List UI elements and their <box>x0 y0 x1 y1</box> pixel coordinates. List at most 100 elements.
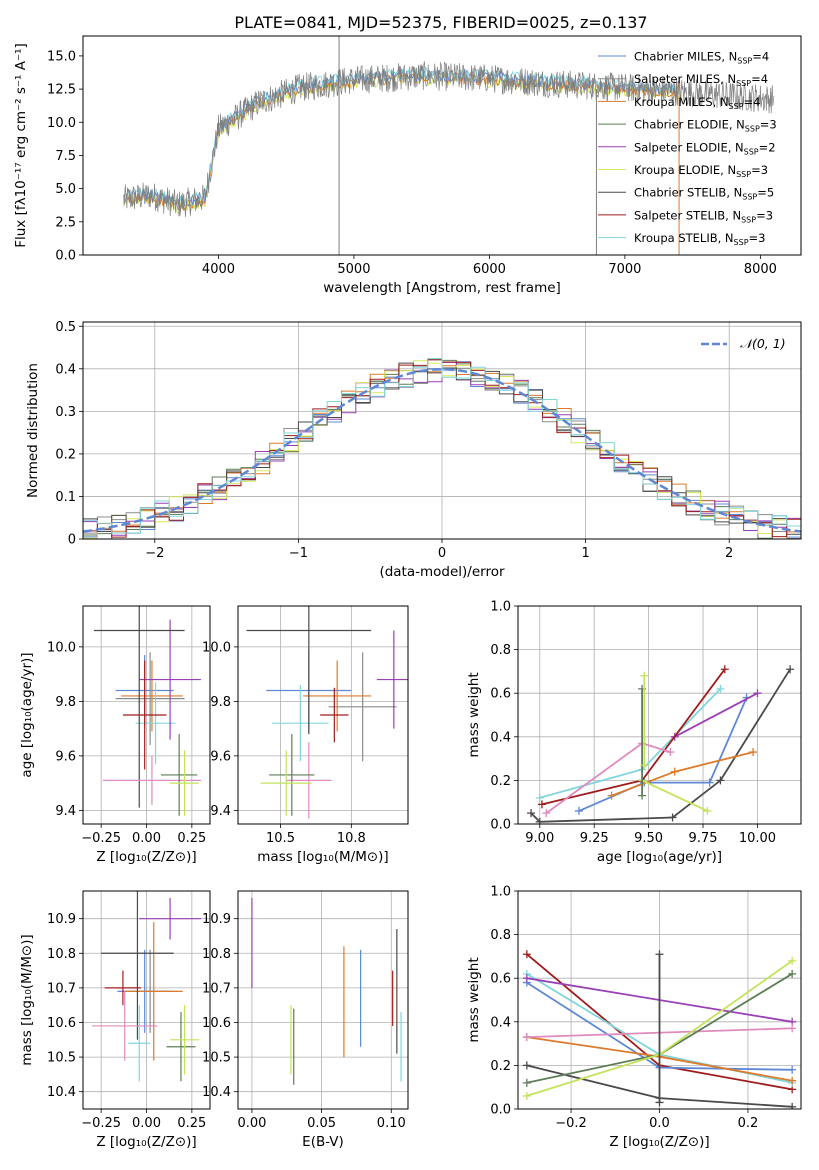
mass-weight-marker <box>522 974 531 983</box>
y-tick-label: 5.0 <box>55 182 76 197</box>
y-tick-label: 10.5 <box>202 1051 231 1066</box>
mass-weight-line <box>539 688 722 799</box>
plot-area-age_vs_Z <box>83 606 210 824</box>
legend-label: Salpeter ELODIE, NSSP=2 <box>634 140 776 156</box>
mass-weight-marker <box>720 665 729 674</box>
y-tick-label: 2.5 <box>55 215 76 230</box>
y-tick-label: 0.8 <box>490 643 511 658</box>
x-tick-label: 0.00 <box>132 831 161 846</box>
y-axis-label: Normed distribution <box>25 363 41 498</box>
legend-label: Chabrier STELIB, NSSP=5 <box>634 186 774 202</box>
figure-title: PLATE=0841, MJD=52375, FIBERID=0025, z=0… <box>234 13 647 32</box>
legend-label: Chabrier ELODIE, NSSP=3 <box>634 118 777 134</box>
y-axis-label: Flux [fλ10⁻¹⁷ erg cm⁻² s⁻¹ A⁻¹] <box>13 43 29 248</box>
mass-weight-marker <box>638 791 647 800</box>
plot-area-residuals <box>83 322 801 539</box>
y-tick-label: 1.0 <box>490 600 511 615</box>
y-tick-label: 9.4 <box>55 804 76 819</box>
mass-weight-marker <box>535 817 544 824</box>
y-tick-label: 0.2 <box>490 1059 511 1074</box>
mass-weight-marker <box>788 1065 797 1074</box>
y-tick-label: 9.8 <box>55 695 76 710</box>
mass-weight-marker <box>522 1091 531 1100</box>
y-tick-label: 0.4 <box>490 730 511 745</box>
plot-area-mw_vs_age <box>518 606 801 824</box>
y-tick-label: 9.4 <box>210 804 231 819</box>
x-tick-label: 0.10 <box>377 1116 406 1131</box>
y-tick-label: 10.8 <box>47 947 76 962</box>
y-tick-label: 12.5 <box>47 83 76 98</box>
x-tick-label: 9.00 <box>525 831 554 846</box>
x-tick-label: 0 <box>438 546 446 561</box>
x-tick-label: 0.00 <box>132 1116 161 1131</box>
y-axis-label: mass [log₁₀(M/M⊙)] <box>19 934 35 1065</box>
mass-weight-marker <box>537 800 546 809</box>
x-tick-label: 0.00 <box>237 1116 266 1131</box>
legend-label: Salpeter MILES, NSSP=4 <box>634 72 768 88</box>
x-tick-label: 10.00 <box>739 831 776 846</box>
plot-area-mass_vs_ebv <box>238 891 408 1109</box>
axes-age_vs_Z: −0.25 0.00 0.25 9.4 9.6 9.8 10.0 Z [log₁₀(Z/Z⊙)… <box>19 605 211 865</box>
mass-weight-marker <box>522 1061 531 1070</box>
axes-spectrum: 4000 5000 6000 7000 8000 0.0 2.5 5.0 7.5 10.0 12.5… <box>13 35 802 296</box>
x-tick-label: 9.75 <box>689 831 718 846</box>
mass-weight-marker <box>655 1098 664 1107</box>
x-axis-label: age [log₁₀(age/yr)] <box>597 849 722 865</box>
y-tick-label: 0.2 <box>490 774 511 789</box>
y-tick-label: 10.0 <box>202 640 231 655</box>
y-tick-label: 0.6 <box>490 972 511 987</box>
y-tick-label: 9.8 <box>210 695 231 710</box>
y-tick-label: 10.4 <box>47 1085 76 1100</box>
gaussian-curve <box>83 368 801 533</box>
legend-label: Chabrier MILES, NSSP=4 <box>634 50 769 66</box>
axes-frame <box>82 605 211 825</box>
axes-frame <box>237 890 409 1110</box>
x-tick-label: −1 <box>289 546 308 561</box>
y-tick-label: 10.0 <box>47 640 76 655</box>
axes-frame <box>517 890 802 1110</box>
mass-weight-marker <box>788 969 797 978</box>
y-tick-label: 0.6 <box>490 687 511 702</box>
x-axis-label: (data-model)/error <box>379 564 505 580</box>
plot-area-age_vs_mass <box>238 606 408 824</box>
mass-weight-marker <box>788 1102 797 1109</box>
y-axis-label: mass weight <box>466 957 482 1042</box>
x-tick-label: 0.0 <box>649 1116 670 1131</box>
y-tick-label: 9.6 <box>210 749 231 764</box>
x-tick-label: 7000 <box>608 262 641 277</box>
plot-area-mw_vs_Z <box>518 891 801 1109</box>
mass-weight-marker <box>522 1033 531 1042</box>
y-tick-label: 15.0 <box>47 49 76 64</box>
plot-area-spectrum <box>123 36 775 255</box>
axes-frame <box>82 321 802 540</box>
y-tick-label: 0 <box>68 533 76 548</box>
plot-area-mass_vs_Z <box>83 891 210 1109</box>
mass-weight-marker <box>786 665 795 674</box>
y-tick-label: 10.6 <box>202 1016 231 1031</box>
y-tick-label: 7.5 <box>55 149 76 164</box>
mass-weight-line <box>578 697 748 812</box>
y-tick-label: 10.4 <box>202 1085 231 1100</box>
y-tick-label: 10.7 <box>202 981 231 996</box>
y-axis-label: age [log₁₀(age/yr)] <box>19 652 35 777</box>
y-tick-label: 1.0 <box>490 885 511 900</box>
y-tick-label: 10.0 <box>47 116 76 131</box>
mass-weight-marker <box>788 1076 797 1085</box>
x-tick-label: −0.25 <box>81 831 121 846</box>
axes-frame <box>82 890 211 1110</box>
mass-weight-marker <box>705 778 714 787</box>
x-axis-label: Z [log₁₀(Z/Z⊙)] <box>609 1134 709 1150</box>
y-tick-label: 0.5 <box>55 320 76 335</box>
axes-age_vs_mass: 10.5 10.8 9.4 9.6 9.8 10.0 mass [log₁₀(M/M⊙)] <box>202 605 409 865</box>
mass-weight-marker <box>670 767 679 776</box>
legend-label: Kroupa ELODIE, NSSP=3 <box>634 163 768 179</box>
mass-weight-marker <box>522 950 531 959</box>
y-axis-label: mass weight <box>466 672 482 757</box>
mass-weight-marker <box>640 671 649 680</box>
x-tick-label: 0.2 <box>738 1116 759 1131</box>
y-tick-label: 0.3 <box>55 405 76 420</box>
y-tick-label: 10.8 <box>202 947 231 962</box>
residual-histogram <box>83 358 801 534</box>
y-tick-label: 0.0 <box>490 818 511 833</box>
x-axis-label: wavelength [Angstrom, rest frame] <box>323 280 561 296</box>
